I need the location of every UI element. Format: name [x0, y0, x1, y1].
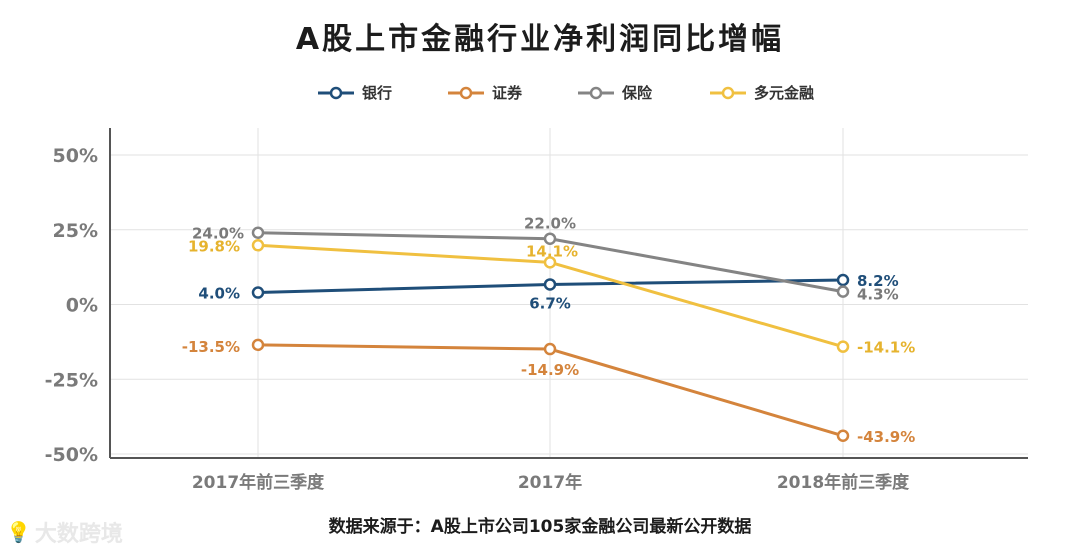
- y-tick-label: 50%: [53, 145, 98, 167]
- x-tick-label: 2017年: [518, 472, 582, 493]
- data-label: 4.0%: [198, 285, 240, 303]
- legend: 银行 证券 保险 多元金融: [0, 82, 1080, 110]
- x-tick-label: 2018年前三季度: [777, 472, 910, 493]
- legend-marker-icon: [710, 86, 746, 99]
- legend-item-3: 多元金融: [710, 82, 814, 103]
- data-point: [251, 239, 265, 252]
- legend-label: 多元金融: [754, 84, 815, 102]
- data-label: -43.9%: [857, 428, 915, 446]
- x-tick-label: 2017年前三季度: [192, 472, 325, 493]
- legend-item-1: 证券: [448, 82, 522, 103]
- data-label: -13.5%: [182, 338, 240, 356]
- legend-label: 银行: [362, 84, 393, 102]
- data-point: [543, 278, 557, 291]
- lightbulb-icon: 💡: [6, 520, 31, 544]
- data-point: [836, 340, 850, 353]
- data-label: 4.3%: [857, 286, 899, 304]
- watermark: 💡 大数跨境: [6, 516, 123, 548]
- legend-marker-icon: [448, 86, 484, 99]
- line-chart: 50% 25% 0% -25% -50% 2017年前三季度 2017年 2018年前三季度 4…: [45, 128, 1028, 493]
- chart-title: A股上市金融行业净利润同比增幅: [295, 22, 785, 57]
- y-tick-label: 0%: [66, 295, 98, 317]
- data-label: 24.0%: [192, 225, 244, 243]
- legend-label: 证券: [492, 84, 523, 102]
- data-label: 22.0%: [524, 215, 576, 233]
- source-note: 数据来源于：A股上市公司105家金融公司最新公开数据: [328, 517, 752, 537]
- y-tick-label: 25%: [53, 220, 98, 242]
- data-label: 8.2%: [857, 272, 899, 290]
- data-label: 14.1%: [526, 242, 578, 260]
- legend-item-0: 银行: [318, 82, 392, 103]
- y-tick-label: -25%: [45, 369, 98, 391]
- data-point: [836, 429, 850, 443]
- legend-marker-icon: [318, 86, 354, 99]
- watermark-text: 大数跨境: [34, 522, 123, 547]
- data-label: 6.7%: [529, 294, 571, 312]
- data-label: -14.9%: [521, 361, 579, 379]
- data-point: [251, 338, 265, 352]
- data-label: 19.8%: [188, 237, 240, 255]
- legend-label: 保险: [622, 84, 653, 102]
- data-point: [836, 273, 850, 287]
- data-point: [836, 285, 850, 298]
- data-point: [543, 256, 557, 269]
- y-tick-label: -50%: [45, 444, 98, 466]
- data-label: -14.1%: [857, 339, 915, 357]
- legend-marker-icon: [578, 86, 614, 99]
- data-point: [543, 342, 557, 356]
- legend-item-2: 保险: [578, 82, 652, 103]
- data-point: [251, 226, 265, 239]
- data-point: [251, 286, 265, 299]
- data-point: [543, 232, 557, 245]
